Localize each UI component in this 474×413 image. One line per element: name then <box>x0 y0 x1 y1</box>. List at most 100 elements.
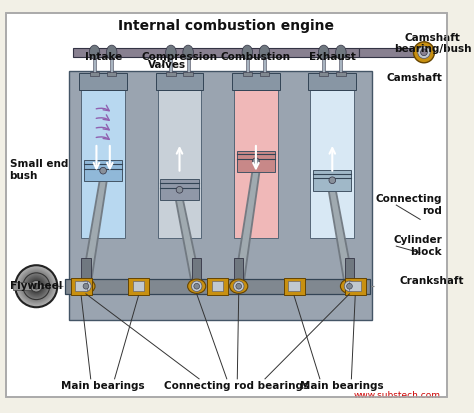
Ellipse shape <box>176 186 183 193</box>
Bar <box>349 281 361 291</box>
Ellipse shape <box>253 158 259 164</box>
Polygon shape <box>83 181 105 286</box>
Ellipse shape <box>18 268 55 304</box>
Text: Combustion: Combustion <box>221 52 291 62</box>
Bar <box>75 281 87 291</box>
Ellipse shape <box>25 275 47 297</box>
Polygon shape <box>81 181 107 286</box>
Bar <box>243 72 252 76</box>
Ellipse shape <box>107 45 117 59</box>
Text: Crankshaft: Crankshaft <box>399 276 464 287</box>
Text: Main bearings: Main bearings <box>300 382 383 392</box>
Ellipse shape <box>22 272 50 300</box>
Bar <box>237 151 275 172</box>
Ellipse shape <box>26 276 46 296</box>
Text: Valves: Valves <box>148 60 186 70</box>
Ellipse shape <box>191 281 202 292</box>
Bar <box>207 278 228 295</box>
Text: Internal combustion engine: Internal combustion engine <box>118 19 334 33</box>
Ellipse shape <box>242 45 253 59</box>
Bar <box>336 72 346 76</box>
Ellipse shape <box>336 45 346 59</box>
Polygon shape <box>236 172 258 286</box>
Bar <box>345 278 366 295</box>
Ellipse shape <box>31 281 41 291</box>
Text: Flywheel: Flywheel <box>9 281 62 291</box>
Ellipse shape <box>24 274 48 298</box>
Bar <box>107 72 117 76</box>
Bar <box>345 258 354 291</box>
Ellipse shape <box>35 285 37 287</box>
Bar <box>187 56 190 75</box>
Ellipse shape <box>413 42 435 63</box>
Ellipse shape <box>188 279 206 293</box>
Bar <box>90 72 100 76</box>
Ellipse shape <box>340 279 358 293</box>
Bar <box>288 281 300 291</box>
Ellipse shape <box>259 45 270 59</box>
Ellipse shape <box>344 281 355 292</box>
Ellipse shape <box>16 266 56 306</box>
Bar <box>170 56 173 75</box>
Bar <box>155 73 203 90</box>
Ellipse shape <box>28 278 44 294</box>
Bar <box>157 90 201 238</box>
Ellipse shape <box>81 281 91 292</box>
Bar <box>13 282 31 290</box>
Bar <box>71 278 91 295</box>
Polygon shape <box>178 200 200 286</box>
Text: Intake: Intake <box>84 52 122 62</box>
Ellipse shape <box>19 269 54 303</box>
Ellipse shape <box>17 267 55 305</box>
Ellipse shape <box>83 283 89 289</box>
Ellipse shape <box>27 277 46 295</box>
Ellipse shape <box>100 167 107 174</box>
Bar <box>319 72 328 76</box>
Text: Small end
bush: Small end bush <box>9 159 68 180</box>
Ellipse shape <box>420 49 427 56</box>
Bar <box>234 90 278 238</box>
Ellipse shape <box>20 270 52 302</box>
Bar <box>133 281 144 291</box>
Ellipse shape <box>23 273 49 299</box>
Ellipse shape <box>329 177 336 184</box>
Bar <box>283 278 305 295</box>
Bar <box>232 73 280 90</box>
Text: Cylinder
block: Cylinder block <box>393 235 442 257</box>
Ellipse shape <box>29 279 43 293</box>
Text: Camshaft
bearing/bush: Camshaft bearing/bush <box>394 33 471 55</box>
Bar <box>166 72 176 76</box>
Bar <box>73 47 359 57</box>
Ellipse shape <box>30 280 42 292</box>
Bar <box>359 47 424 57</box>
Bar <box>69 71 373 320</box>
Bar <box>234 258 244 291</box>
Text: Connecting rod bearings: Connecting rod bearings <box>164 382 310 392</box>
Bar <box>246 56 249 75</box>
Text: Connecting
rod: Connecting rod <box>375 194 442 216</box>
Text: Camshaft: Camshaft <box>386 73 442 83</box>
Polygon shape <box>328 191 354 286</box>
Ellipse shape <box>34 283 39 289</box>
Ellipse shape <box>418 46 430 59</box>
Ellipse shape <box>234 281 244 292</box>
Bar <box>310 90 354 238</box>
Bar <box>263 56 266 75</box>
Bar <box>128 278 149 295</box>
Ellipse shape <box>30 280 42 292</box>
Bar <box>65 279 371 294</box>
Text: www.substech.com: www.substech.com <box>353 391 440 400</box>
Ellipse shape <box>183 45 193 59</box>
Bar <box>339 56 342 75</box>
Bar <box>81 258 91 291</box>
Ellipse shape <box>319 45 329 59</box>
Bar <box>309 73 356 90</box>
Ellipse shape <box>89 45 100 59</box>
Bar <box>212 281 223 291</box>
Ellipse shape <box>15 265 57 307</box>
Bar <box>183 72 193 76</box>
Ellipse shape <box>346 283 352 289</box>
Ellipse shape <box>194 283 200 289</box>
Polygon shape <box>234 172 260 286</box>
Ellipse shape <box>32 282 40 290</box>
